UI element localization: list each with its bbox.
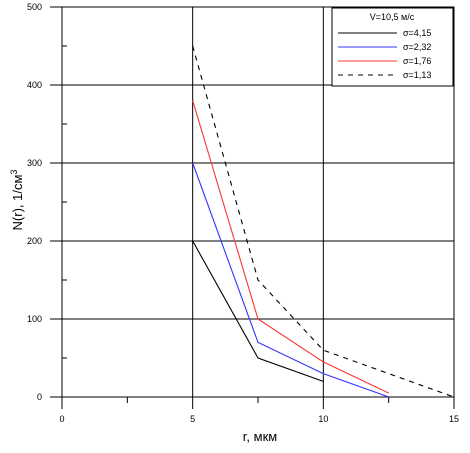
x-tick-label: 15 <box>449 414 459 424</box>
series-line-1 <box>192 240 324 382</box>
legend-items: σ=4,15 σ=2,32 σ=1,76 σ=1,13 <box>338 28 431 80</box>
x-tick-label: 10 <box>318 414 328 424</box>
y-tick-label: 0 <box>37 392 42 402</box>
series-line-2 <box>192 162 389 398</box>
x-axis-label: r, мкм <box>243 429 277 444</box>
legend-title: V=10,5 м/с <box>370 12 415 22</box>
y-tick-label: 100 <box>27 314 42 324</box>
y-axis-label-text: N(r), 1/см <box>10 175 25 231</box>
x-tick-label: 5 <box>190 414 195 424</box>
y-tick-label: 200 <box>27 236 42 246</box>
legend: V=10,5 м/с σ=4,15 σ=2,32 σ=1,76 σ=1,13 <box>331 7 454 87</box>
x-tick-label: 0 <box>59 414 64 424</box>
legend-label: σ=1,13 <box>403 70 431 80</box>
y-axis-label: N(r), 1/см3 <box>9 170 25 231</box>
legend-label: σ=4,15 <box>403 28 431 38</box>
legend-label: σ=1,76 <box>403 56 431 66</box>
series-lines <box>192 45 455 398</box>
series-line-3 <box>192 100 389 394</box>
series-line-4 <box>192 45 455 398</box>
y-tick-label: 400 <box>27 80 42 90</box>
y-tick-label: 300 <box>27 158 42 168</box>
x-tick-labels: 0 5 10 15 <box>59 414 459 424</box>
y-axis-label-superscript: 3 <box>9 170 19 175</box>
axes <box>50 6 455 409</box>
y-tick-label: 500 <box>27 2 42 12</box>
y-tick-labels: 0 100 200 300 400 500 <box>27 2 42 402</box>
legend-label: σ=2,32 <box>403 42 431 52</box>
